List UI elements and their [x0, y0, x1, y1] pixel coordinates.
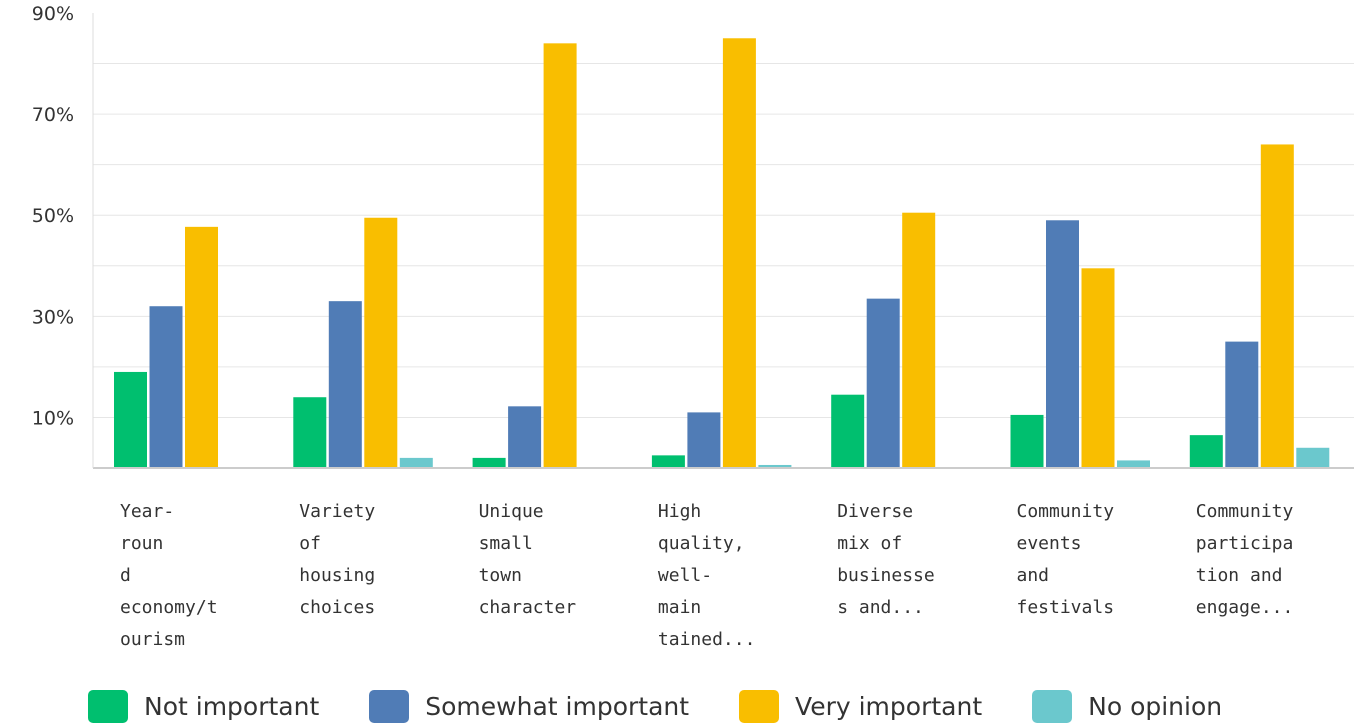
category-label-line: Variety — [299, 501, 375, 522]
bar-very-important — [1081, 268, 1115, 468]
bar-no-opinion — [1117, 460, 1150, 468]
bar-somewhat-important — [328, 301, 362, 468]
legend-label: Somewhat important — [425, 692, 690, 721]
bar-not-important — [472, 457, 506, 468]
bar-not-important — [651, 455, 685, 468]
bar-chart: 10% 30% 50% 70% 90% Year-roun d economy/t ouris… — [32, 3, 1354, 650]
category-label: Unique small town character — [479, 501, 577, 618]
category-label-line: mix of — [837, 533, 902, 554]
category-label-line: housing — [299, 565, 375, 586]
bars — [114, 38, 1330, 469]
bar-very-important — [902, 212, 936, 468]
legend-label: No opinion — [1088, 692, 1223, 721]
bar-very-important — [1260, 144, 1294, 468]
legend-item-no-opinion: No opinion — [1032, 690, 1222, 723]
category-label-line: businesse — [837, 565, 935, 586]
category-label-line: main — [658, 597, 701, 618]
category-label: High quality, well-main tained... — [658, 501, 756, 650]
y-tick-label: 90% — [32, 3, 74, 25]
bar-not-important — [1010, 414, 1044, 468]
bar-somewhat-important — [687, 412, 721, 468]
bar-very-important — [722, 38, 756, 469]
category-label: Year-roun d economy/t ourism — [120, 501, 218, 650]
y-tick-label: 30% — [32, 306, 74, 328]
bar-somewhat-important — [866, 298, 900, 468]
legend: Not important Somewhat important Very im… — [88, 690, 1272, 723]
category-label: Community participa tion and engage... — [1196, 501, 1294, 618]
category-label-line: festivals — [1017, 597, 1115, 618]
category-label-line: Year- — [120, 501, 174, 522]
bar-somewhat-important — [1225, 341, 1259, 468]
bar-not-important — [1189, 435, 1223, 468]
legend-item-somewhat-important: Somewhat important — [369, 690, 689, 723]
category-label-line: Community — [1196, 501, 1294, 522]
category-label-line: High — [658, 501, 701, 522]
category-label-line: well- — [658, 565, 712, 586]
category-label-line: of — [299, 533, 321, 554]
category-label-line: town — [479, 565, 522, 586]
y-tick-label: 10% — [32, 407, 74, 429]
category-label-line: Community — [1017, 501, 1115, 522]
bar-no-opinion — [399, 457, 433, 468]
bar-very-important — [543, 43, 577, 468]
category-label-line: tained... — [658, 629, 756, 650]
category-label-line: s and... — [837, 597, 924, 618]
category-label-line: participa — [1196, 533, 1294, 554]
category-label-line: tion and — [1196, 565, 1283, 586]
legend-label: Very important — [795, 692, 983, 721]
category-label: Variety of housing choices — [299, 501, 375, 618]
category-label-line: events — [1017, 533, 1082, 554]
category-label-line: Unique — [479, 501, 544, 522]
category-label-line: engage... — [1196, 597, 1294, 618]
bar-no-opinion — [758, 464, 792, 468]
legend-swatch — [88, 690, 128, 723]
category-label-line: ourism — [120, 629, 185, 650]
bar-no-opinion — [1296, 447, 1330, 468]
category-label: Community events and festivals — [1017, 501, 1115, 618]
category-label-line: economy/t — [120, 597, 218, 618]
category-label-line: choices — [299, 597, 375, 618]
bar-very-important — [185, 226, 218, 468]
bar-not-important — [293, 397, 327, 468]
category-label-line: Diverse — [837, 501, 913, 522]
legend-swatch — [369, 690, 410, 723]
legend-item-very-important: Very important — [739, 690, 982, 723]
y-tick-label: 50% — [32, 205, 74, 227]
category-labels: Year-roun d economy/t ourism Variety of housin… — [120, 501, 1293, 650]
category-label-line: and — [1017, 565, 1050, 586]
bar-very-important — [364, 217, 398, 468]
category-label-line: d — [120, 565, 131, 586]
y-axis-ticks: 10% 30% 50% 70% 90% — [32, 3, 74, 429]
category-label-line: character — [479, 597, 577, 618]
legend-swatch — [1032, 690, 1073, 723]
legend-item-not-important: Not important — [88, 690, 319, 723]
bar-somewhat-important — [149, 306, 183, 468]
category-label: Diverse mix of businesse s and... — [837, 501, 935, 618]
bar-not-important — [114, 371, 147, 468]
bar-somewhat-important — [508, 406, 542, 468]
category-label-line: small — [479, 533, 533, 554]
legend-label: Not important — [144, 692, 320, 721]
category-label-line: quality, — [658, 533, 745, 554]
bar-somewhat-important — [1046, 220, 1079, 468]
legend-swatch — [739, 690, 780, 723]
y-tick-label: 70% — [32, 104, 74, 126]
category-label-line: roun — [120, 533, 163, 554]
bar-not-important — [831, 394, 865, 468]
